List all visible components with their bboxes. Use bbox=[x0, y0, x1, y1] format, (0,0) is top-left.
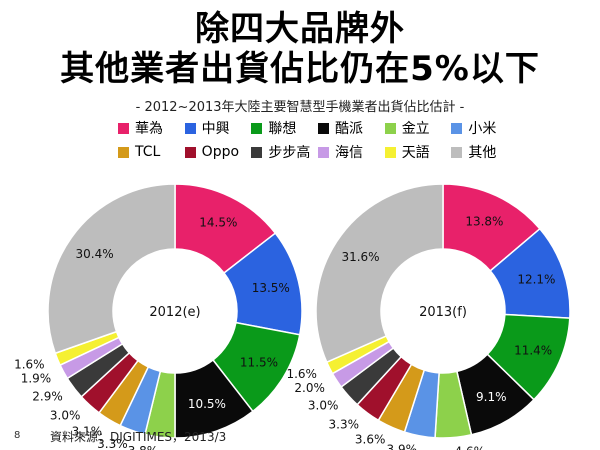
legend-item: TCL bbox=[118, 144, 185, 160]
legend-label: 華為 bbox=[135, 121, 163, 137]
legend-swatch bbox=[118, 146, 129, 158]
data-label: 3.0% bbox=[50, 409, 81, 423]
data-label: 11.4% bbox=[514, 344, 552, 358]
legend-label: 小米 bbox=[468, 121, 497, 137]
chart-title-line1: 除四大品牌外 bbox=[195, 9, 405, 49]
legend-label: 其他 bbox=[468, 145, 497, 161]
data-label: 31.6% bbox=[341, 250, 379, 264]
legend-label: 天語 bbox=[401, 145, 430, 161]
legend-swatch bbox=[251, 146, 263, 158]
donut-slice bbox=[47, 183, 176, 355]
legend-swatch bbox=[384, 146, 396, 158]
data-label: 3.9% bbox=[387, 443, 418, 450]
donut-slice bbox=[315, 183, 444, 364]
data-label: 2.0% bbox=[294, 381, 325, 395]
page-number: 8 bbox=[14, 430, 21, 441]
chart-title-line2: 其他業者出貨佔比仍在5%以下 bbox=[60, 49, 540, 89]
donut-center-label: 2013(f) bbox=[419, 305, 467, 320]
legend-swatch bbox=[184, 146, 196, 158]
data-label: 13.5% bbox=[252, 281, 290, 295]
legend: 華為 中興 聯想 酷派 金立 小米 TCL Oppo 步步高 海信 天語 其他 bbox=[118, 118, 518, 166]
data-label: 4.6% bbox=[455, 445, 486, 450]
legend-item: 聯想 bbox=[251, 118, 318, 138]
data-label: 2.9% bbox=[32, 389, 63, 403]
data-label: 1.6% bbox=[286, 367, 317, 381]
data-label: 11.5% bbox=[240, 355, 278, 369]
legend-swatch bbox=[118, 122, 129, 134]
legend-swatch bbox=[318, 146, 330, 158]
legend-swatch bbox=[451, 122, 463, 134]
data-label: 3.0% bbox=[308, 399, 339, 413]
data-label: 3.8% bbox=[128, 444, 159, 450]
legend-label: 酷派 bbox=[335, 121, 364, 137]
legend-item: 小米 bbox=[451, 118, 518, 138]
legend-label: 金立 bbox=[401, 121, 430, 137]
legend-swatch bbox=[384, 122, 396, 134]
data-label: 3.6% bbox=[355, 433, 386, 447]
legend-label: 中興 bbox=[201, 121, 230, 137]
legend-item: 中興 bbox=[184, 118, 252, 138]
legend-item: 酷派 bbox=[318, 118, 385, 138]
legend-swatch bbox=[184, 122, 196, 134]
legend-row: 華為 中興 聯想 酷派 金立 小米 bbox=[118, 118, 518, 138]
legend-label: Oppo bbox=[201, 144, 240, 160]
legend-item: 華為 bbox=[118, 118, 185, 138]
chart-subtitle: - 2012~2013年大陸主要智慧型手機業者出貨佔比估計 - bbox=[135, 100, 465, 115]
legend-item: 其他 bbox=[451, 142, 518, 162]
data-label: 30.4% bbox=[76, 247, 114, 261]
legend-item: 天語 bbox=[384, 142, 452, 162]
legend-label: TCL bbox=[135, 144, 161, 160]
data-label: 13.8% bbox=[465, 215, 503, 229]
data-label: 3.1% bbox=[72, 425, 103, 439]
legend-item: 金立 bbox=[384, 118, 452, 138]
data-label: 1.6% bbox=[14, 358, 45, 372]
legend-label: 海信 bbox=[335, 145, 364, 161]
legend-row: TCL Oppo 步步高 海信 天語 其他 bbox=[118, 142, 518, 162]
legend-swatch bbox=[451, 146, 463, 158]
source-note: 資料來源：DIGITIMES，2013/3 bbox=[50, 430, 227, 444]
data-label: 9.1% bbox=[476, 390, 507, 404]
data-label: 1.9% bbox=[21, 372, 52, 386]
data-label: 14.5% bbox=[199, 216, 237, 230]
data-label: 3.3% bbox=[97, 437, 128, 450]
legend-label: 聯想 bbox=[268, 121, 297, 137]
legend-label: 步步高 bbox=[268, 145, 311, 161]
legend-item: 海信 bbox=[318, 142, 385, 162]
donut-center-label: 2012(e) bbox=[149, 305, 200, 320]
legend-item: Oppo bbox=[184, 144, 252, 160]
data-label: 3.3% bbox=[329, 417, 360, 431]
data-label: 10.5% bbox=[188, 397, 226, 411]
legend-swatch bbox=[318, 122, 330, 134]
legend-swatch bbox=[251, 122, 263, 134]
legend-item: 步步高 bbox=[251, 142, 318, 162]
data-label: 12.1% bbox=[517, 273, 555, 287]
